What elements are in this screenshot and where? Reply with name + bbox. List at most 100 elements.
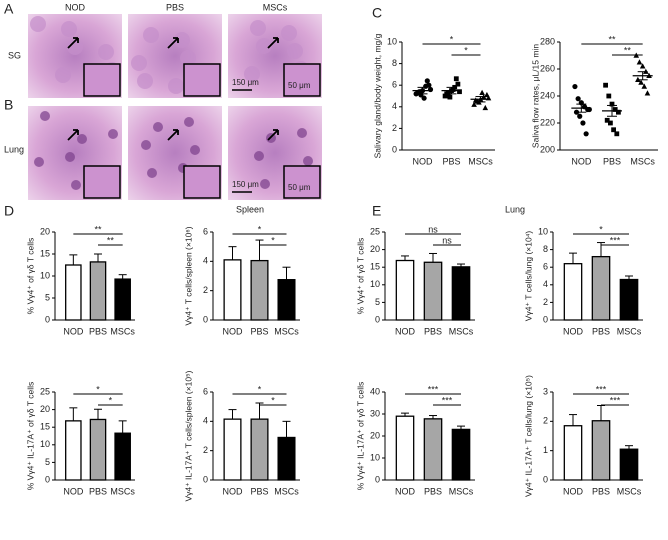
chart: 0 2 4 6 8 10 Salivary gland/body weight, mg/g N… bbox=[372, 33, 495, 166]
y-axis-label: Vγ4⁺ T cells/spleen (×10⁶) bbox=[183, 226, 193, 325]
data-point bbox=[611, 127, 616, 133]
tissue-blob bbox=[254, 151, 264, 161]
significance-label: * bbox=[258, 384, 262, 394]
scale-label: 50 μm bbox=[288, 183, 311, 192]
y-tick-label: 10 bbox=[387, 36, 397, 46]
data-point bbox=[479, 89, 485, 95]
bar bbox=[223, 259, 242, 321]
y-tick-label: 0 bbox=[375, 314, 380, 324]
y-axis-label: % Vγ4⁺ IL-17A⁺ of γδ T cells bbox=[25, 382, 35, 491]
y-tick-label: 4 bbox=[203, 256, 208, 266]
tissue-blob bbox=[168, 78, 184, 94]
inset bbox=[183, 165, 221, 199]
tissue-blob bbox=[34, 157, 44, 167]
y-tick-label: 8 bbox=[392, 58, 397, 68]
data-point bbox=[471, 101, 477, 107]
section-title: Spleen bbox=[236, 204, 264, 214]
tissue-blob bbox=[147, 168, 157, 178]
x-tick-label: NOD bbox=[413, 156, 434, 166]
y-tick-label: 30 bbox=[370, 408, 380, 418]
inset bbox=[283, 165, 321, 199]
y-axis-label: Vγ4⁺ IL-17A⁺ T cells/lung (×10⁵) bbox=[523, 375, 533, 497]
y-tick-label: 2 bbox=[543, 416, 548, 426]
x-tick-label: NOD bbox=[571, 156, 592, 166]
bar bbox=[65, 420, 82, 481]
bar bbox=[591, 420, 611, 481]
bar bbox=[250, 259, 269, 321]
y-tick-label: 2 bbox=[203, 285, 208, 295]
x-tick-label: NOD bbox=[395, 326, 416, 336]
bar bbox=[277, 279, 296, 321]
bar bbox=[89, 261, 107, 321]
bar bbox=[114, 278, 131, 321]
chart: 0 5 10 15 20 25 % Vγ4⁺ of γδ T cells NOD PBS MSCs… bbox=[355, 224, 475, 336]
data-point bbox=[583, 131, 589, 137]
data-point bbox=[614, 131, 620, 137]
y-tick-label: 6 bbox=[203, 386, 208, 396]
bar bbox=[451, 428, 471, 481]
arrow bbox=[267, 129, 279, 141]
x-tick-label: NOD bbox=[63, 486, 84, 496]
chart: 0 2 4 6 8 10 Vγ4⁺ T cells/lung (×10⁴) NOD PBS MSC… bbox=[523, 224, 643, 336]
significance-label: *** bbox=[428, 384, 439, 394]
column-label: PBS bbox=[166, 2, 184, 12]
data-point bbox=[575, 96, 581, 102]
significance-label: ** bbox=[608, 34, 616, 44]
y-tick-label: 240 bbox=[540, 90, 555, 100]
data-point bbox=[427, 86, 434, 93]
data-point bbox=[612, 107, 618, 112]
y-tick-label: 6 bbox=[543, 262, 548, 272]
bar bbox=[619, 278, 639, 321]
y-tick-label: 10 bbox=[370, 452, 380, 462]
y-tick-label: 280 bbox=[540, 36, 555, 46]
data-point bbox=[472, 97, 479, 103]
y-tick-label: 6 bbox=[203, 226, 208, 236]
bar bbox=[395, 415, 415, 481]
column-label: MSCs bbox=[263, 2, 288, 12]
y-tick-label: 10 bbox=[538, 226, 548, 236]
tissue-blob bbox=[77, 134, 87, 144]
tissue-blob bbox=[250, 20, 266, 36]
chart: 0 2 4 6 Vγ4⁺ T cells/spleen (×10⁶) NOD PBS MSCs… bbox=[183, 224, 300, 336]
significance-label: *** bbox=[442, 395, 453, 405]
y-tick-label: 20 bbox=[40, 404, 50, 414]
x-tick-label: MSCs bbox=[617, 486, 642, 496]
tissue-blob bbox=[153, 122, 163, 132]
tissue-blob bbox=[65, 152, 75, 162]
tissue-blob bbox=[260, 179, 270, 189]
data-point bbox=[455, 81, 461, 87]
y-tick-label: 0 bbox=[45, 314, 50, 324]
tissue-blob bbox=[61, 21, 77, 37]
row-label: SG bbox=[8, 50, 21, 60]
bar bbox=[451, 266, 471, 321]
bar bbox=[114, 432, 131, 481]
tissue-blob bbox=[71, 180, 81, 190]
scale-label: 50 μm bbox=[288, 81, 311, 90]
x-tick-label: PBS bbox=[424, 326, 442, 336]
y-axis-label: Saliva flow rates, μL/15 min bbox=[530, 44, 540, 148]
y-tick-label: 20 bbox=[370, 430, 380, 440]
y-tick-label: 0 bbox=[375, 474, 380, 484]
bar bbox=[563, 425, 583, 481]
x-tick-label: PBS bbox=[424, 486, 442, 496]
significance-label: ** bbox=[624, 45, 632, 55]
tissue-blob bbox=[297, 128, 307, 138]
histology-images: NOD PBS MSCs SG Lung 150 μm 50 μm 150 μm 50 μm bbox=[4, 2, 322, 200]
chart: 0 10 20 30 40 % Vγ4⁺ IL-17A⁺ of γδ T cells NOD… bbox=[355, 382, 475, 496]
scale-label: 150 μm bbox=[232, 78, 259, 87]
bar bbox=[591, 255, 611, 321]
data-point bbox=[457, 89, 462, 95]
tissue-blob bbox=[287, 43, 303, 59]
data-point bbox=[482, 104, 489, 111]
tissue-blob bbox=[190, 145, 200, 155]
significance-label: * bbox=[109, 395, 113, 405]
y-tick-label: 4 bbox=[392, 101, 397, 111]
panel-label: C bbox=[372, 5, 382, 21]
arrow bbox=[167, 37, 179, 49]
x-tick-label: NOD bbox=[395, 486, 416, 496]
data-point bbox=[639, 63, 646, 69]
inset bbox=[83, 165, 121, 199]
data-point bbox=[421, 95, 427, 101]
